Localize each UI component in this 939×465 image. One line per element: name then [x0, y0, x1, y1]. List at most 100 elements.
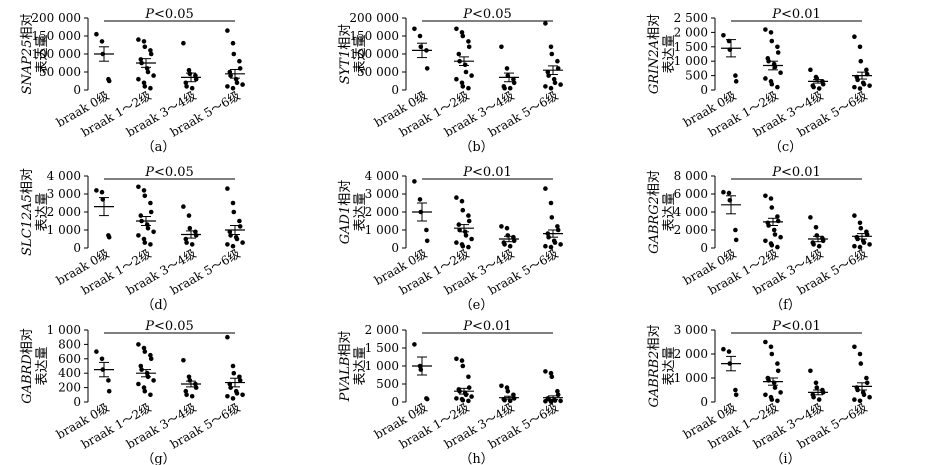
data-point: [225, 84, 230, 89]
data-point: [424, 227, 429, 233]
data-point: [769, 81, 775, 87]
p-value-label: P<0.01: [771, 7, 821, 22]
data-point: [231, 209, 237, 215]
data-point: [237, 58, 242, 64]
data-point: [99, 189, 105, 195]
y-axis-label: GABRG2相对: [647, 170, 662, 254]
data-point: [811, 84, 816, 90]
data-point: [864, 375, 869, 381]
data-point: [136, 37, 141, 42]
y-tick-label: 1 000: [674, 371, 708, 385]
data-point: [499, 383, 504, 389]
data-point: [543, 21, 548, 26]
data-point: [864, 380, 870, 386]
data-point: [459, 198, 465, 204]
data-point: [469, 394, 474, 399]
p-value-label: P<0.05: [144, 319, 194, 334]
data-point: [106, 378, 111, 383]
data-point: [555, 58, 560, 64]
data-point: [225, 334, 230, 340]
data-point: [106, 234, 112, 240]
data-point: [463, 233, 469, 238]
data-point: [148, 200, 153, 206]
data-point: [502, 242, 507, 247]
data-point: [499, 44, 504, 50]
data-point: [857, 220, 863, 226]
data-point: [548, 399, 554, 404]
data-point: [456, 51, 462, 57]
data-point: [148, 352, 153, 358]
y-tick-label: 0: [391, 395, 399, 409]
data-point: [852, 243, 857, 249]
y-tick-label: 6 000: [674, 187, 708, 201]
data-point: [231, 51, 237, 57]
data-point: [552, 80, 558, 86]
data-point: [463, 69, 469, 75]
data-point: [225, 28, 230, 33]
data-point: [772, 385, 778, 390]
data-point: [234, 80, 240, 86]
data-point: [186, 213, 192, 218]
data-point: [511, 396, 517, 401]
data-point: [726, 190, 732, 196]
data-point: [775, 44, 780, 50]
data-point: [460, 84, 466, 89]
data-point: [775, 368, 781, 374]
data-point: [555, 227, 561, 233]
y-tick-label: 600: [58, 352, 81, 366]
data-point: [813, 380, 819, 386]
data-point: [466, 218, 472, 224]
data-point: [778, 70, 783, 76]
data-point: [466, 398, 471, 404]
y-tick-label: 400: [58, 366, 81, 380]
data-point: [778, 390, 783, 395]
y-tick-label: 0: [700, 83, 708, 97]
y-axis-label: GABRB2相对: [647, 325, 662, 408]
data-point: [466, 385, 472, 390]
data-point: [861, 240, 867, 245]
data-point: [136, 381, 141, 387]
y-tick-label: 0: [391, 241, 399, 255]
data-point: [138, 363, 144, 369]
panel-label: （f）: [770, 298, 801, 313]
data-point: [769, 351, 775, 357]
data-point: [106, 388, 112, 394]
panel-label: （e）: [460, 298, 494, 313]
y-tick-label: 100 000: [349, 47, 399, 61]
data-point: [460, 243, 466, 249]
data-point: [460, 363, 466, 369]
data-point: [181, 40, 186, 46]
data-point: [775, 244, 780, 250]
data-point: [548, 244, 554, 250]
y-tick-label: 4 000: [365, 169, 399, 183]
data-point: [240, 392, 245, 398]
data-point: [857, 244, 863, 250]
y-tick-label: 1 500: [365, 341, 399, 355]
y-tick-label: 200 000: [31, 11, 81, 25]
data-point: [454, 396, 459, 401]
y-tick-label: 800: [58, 337, 81, 351]
data-point: [145, 225, 151, 231]
data-point: [733, 79, 739, 84]
data-point: [507, 243, 513, 249]
data-point: [234, 391, 240, 396]
data-point: [460, 33, 466, 39]
y-tick-label: 4 000: [47, 169, 81, 183]
data-point: [507, 85, 513, 91]
y-tick-label: 2 000: [674, 347, 708, 361]
data-point: [142, 388, 148, 394]
data-point: [240, 240, 245, 245]
y-axis-label-line2: 表达量: [35, 192, 50, 231]
data-point: [142, 44, 148, 50]
data-point: [768, 196, 774, 201]
data-point: [225, 186, 230, 191]
data-point: [769, 205, 775, 210]
data-point: [504, 225, 510, 231]
data-point: [543, 186, 548, 191]
data-point: [546, 73, 551, 78]
data-point: [775, 361, 780, 366]
data-point: [230, 243, 236, 249]
data-point: [466, 44, 472, 50]
